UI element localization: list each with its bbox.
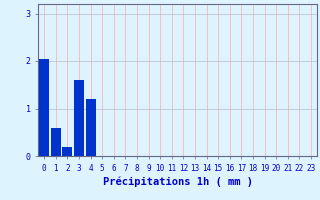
X-axis label: Précipitations 1h ( mm ): Précipitations 1h ( mm ) (103, 177, 252, 187)
Bar (86, 99, 96, 156)
Bar (51, 128, 61, 156)
Bar (74, 80, 84, 156)
Bar (62, 146, 72, 156)
Bar (39, 59, 49, 156)
